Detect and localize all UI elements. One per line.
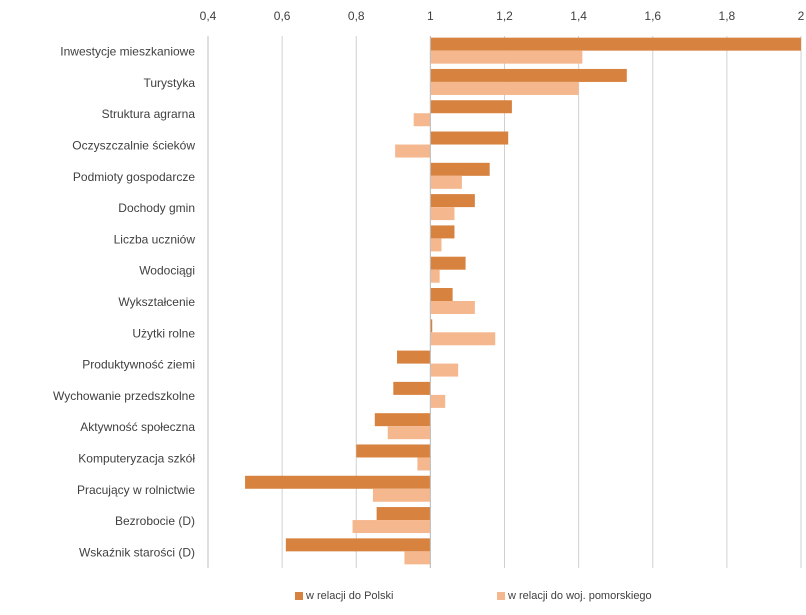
x-tick-label: 1,8 xyxy=(719,9,736,23)
bar-pomorskie xyxy=(430,175,462,189)
bar-polska xyxy=(393,381,431,395)
bar-pomorskie xyxy=(413,113,431,127)
legend-label-pomorskie: w relacji do woj. pomorskiego xyxy=(508,590,652,602)
x-tick-label: 0,8 xyxy=(348,9,365,23)
category-label: Inwestycje mieszkaniowe xyxy=(60,45,195,59)
bar-polska xyxy=(430,225,455,239)
bar-pomorskie xyxy=(430,238,442,252)
x-tick-label: 1,4 xyxy=(570,9,587,23)
category-label: Dochody gmin xyxy=(118,201,195,215)
category-label: Pracujący w rolnictwie xyxy=(77,483,195,497)
category-label: Liczba uczniów xyxy=(114,232,196,246)
bar-polska xyxy=(245,475,431,489)
bar-pomorskie xyxy=(387,426,431,440)
category-label: Oczyszczalnie ścieków xyxy=(72,139,195,153)
bar-pomorskie xyxy=(430,363,459,377)
bar-pomorskie xyxy=(430,50,583,64)
legend-item-pomorskie: w relacji do woj. pomorskiego xyxy=(497,590,652,602)
bar-polska xyxy=(430,194,475,208)
legend-swatch-pomorskie xyxy=(497,592,505,600)
bar-polska xyxy=(397,350,431,364)
bar-polska xyxy=(430,162,490,176)
bar-polska xyxy=(376,507,431,521)
category-label: Wodociągi xyxy=(139,264,195,278)
x-tick-label: 1,2 xyxy=(496,9,513,23)
bar-pomorskie xyxy=(417,457,431,471)
legend-item-polska: w relacji do Polski xyxy=(295,590,393,602)
bar-pomorskie xyxy=(430,269,440,283)
bar-pomorskie xyxy=(372,488,431,502)
bar-polska xyxy=(356,444,431,458)
x-tick-label: 0,4 xyxy=(200,9,217,23)
bar-polska xyxy=(430,100,512,114)
bar-pomorskie xyxy=(430,301,475,314)
bar-polska xyxy=(430,68,627,82)
bar-chart: 0,4 0,6 0,8 1 1,2 1,4 1,6 1,8 2 Inwestycje mieszk… xyxy=(53,9,805,568)
legend: w relacji do Polski w relacji do woj. po… xyxy=(0,590,806,610)
bar-polska xyxy=(430,37,801,51)
category-label: Wykształcenie xyxy=(118,295,195,309)
bar-polska xyxy=(374,413,431,427)
category-label: Wskaźnik starości (D) xyxy=(79,545,195,559)
bar-pomorskie xyxy=(430,332,496,346)
category-label: Wychowanie przedszkolne xyxy=(53,389,195,403)
category-label: Podmioty gospodarcze xyxy=(73,170,195,184)
bar-polska xyxy=(430,319,433,333)
bar-pomorskie xyxy=(430,394,446,408)
bar-pomorskie xyxy=(430,81,579,95)
bar-pomorskie xyxy=(352,520,431,534)
category-label: Użytki rolne xyxy=(132,326,195,340)
x-tick-label: 2 xyxy=(798,9,805,23)
category-label: Produktywność ziemi xyxy=(82,358,195,372)
bar-polska xyxy=(285,538,431,552)
bar-polska xyxy=(430,256,466,270)
x-tick-label: 0,6 xyxy=(274,9,291,23)
bar-polska xyxy=(430,288,453,301)
bar-pomorskie xyxy=(430,207,455,221)
legend-label-polska: w relacji do Polski xyxy=(306,590,394,602)
legend-swatch-polska xyxy=(295,592,303,600)
category-label: Turystyka xyxy=(143,76,195,90)
bar-pomorskie xyxy=(404,551,431,565)
category-label: Komputeryzacja szkół xyxy=(78,451,195,465)
x-tick-label: 1 xyxy=(427,9,434,23)
category-label: Aktywność społeczna xyxy=(80,420,195,434)
category-label: Bezrobocie (D) xyxy=(115,514,195,528)
bar-polska xyxy=(430,131,509,145)
x-tick-label: 1,6 xyxy=(644,9,661,23)
category-label: Struktura agrarna xyxy=(102,107,196,121)
bar-pomorskie xyxy=(395,144,431,158)
